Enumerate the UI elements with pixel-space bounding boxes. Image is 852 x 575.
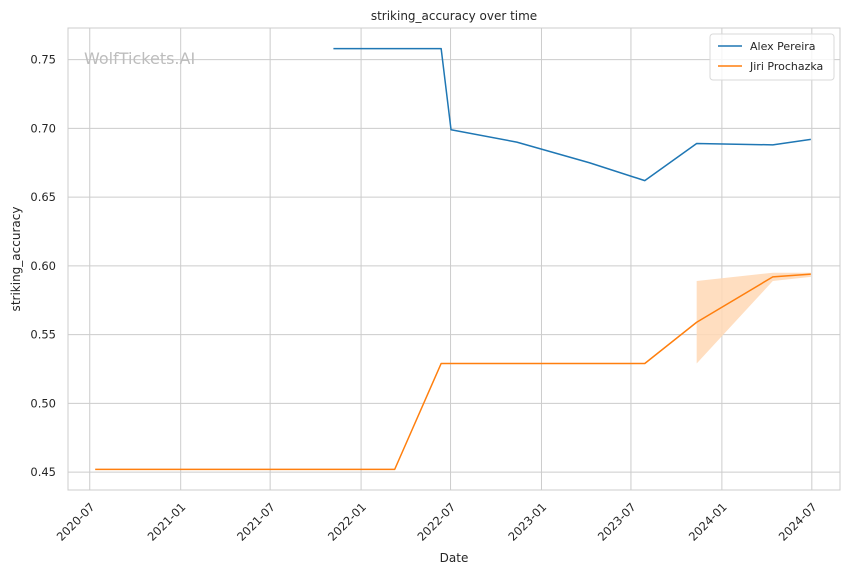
- confidence-band-jiri-prochazka: [696, 272, 811, 364]
- y-tick-label: 0.70: [30, 121, 56, 135]
- y-tick-label: 0.45: [30, 465, 56, 479]
- legend: Alex Pereira Jiri Prochazka: [709, 33, 835, 81]
- y-tick-label: 0.55: [30, 328, 56, 342]
- legend-label-jiri-prochazka: Jiri Prochazka: [749, 60, 823, 73]
- series-line-alex-pereira: [333, 47, 811, 182]
- plot-area-frame: [67, 27, 841, 491]
- y-tick-label: 0.50: [30, 396, 56, 410]
- series-lines: [95, 47, 811, 471]
- gridlines: [68, 28, 840, 490]
- y-axis-ticks: 0.45 0.50 0.55 0.60 0.65 0.70 0.75: [30, 53, 56, 480]
- x-axis-title: Date: [440, 551, 469, 565]
- y-axis-title: striking_accuracy: [9, 207, 23, 312]
- series-line-jiri-prochazka: [95, 273, 811, 471]
- y-tick-label: 0.75: [30, 53, 56, 67]
- confidence-bands: [696, 272, 811, 364]
- legend-label-alex-pereira: Alex Pereira: [750, 40, 816, 53]
- watermark-text: WolfTickets.AI: [84, 49, 195, 68]
- chart-title: striking_accuracy over time: [371, 9, 537, 23]
- y-tick-label: 0.60: [30, 259, 56, 273]
- y-tick-label: 0.65: [30, 190, 56, 204]
